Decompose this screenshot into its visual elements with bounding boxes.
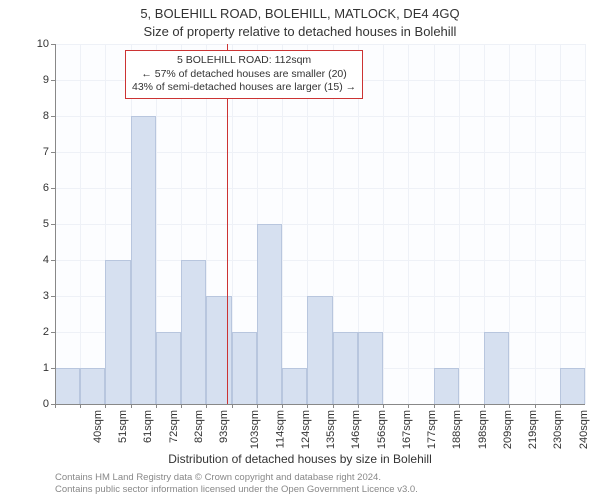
y-tick-label: 10 <box>19 38 49 50</box>
footer-line-2: Contains public sector information licen… <box>55 484 418 496</box>
footer-line-1: Contains HM Land Registry data © Crown c… <box>55 472 418 484</box>
y-tick-label: 2 <box>19 326 49 338</box>
x-tick-label: 61sqm <box>143 410 155 443</box>
histogram-bar <box>434 368 459 404</box>
histogram-bar <box>105 260 130 404</box>
gridline-v <box>80 44 81 404</box>
y-tick-label: 7 <box>19 146 49 158</box>
gridline-v <box>408 44 409 404</box>
gridline-v <box>434 44 435 404</box>
annotation-line: ← 57% of detached houses are smaller (20… <box>132 68 356 82</box>
gridline-v <box>509 44 510 404</box>
y-tick-label: 5 <box>19 218 49 230</box>
y-tick-label: 8 <box>19 110 49 122</box>
x-tick-label: 40sqm <box>92 410 104 443</box>
x-tick-label: 82sqm <box>193 410 205 443</box>
x-axis-title: Distribution of detached houses by size … <box>0 452 600 466</box>
histogram-bar <box>333 332 358 404</box>
x-tick-label: 240sqm <box>578 410 590 449</box>
x-tick-label: 219sqm <box>527 410 539 449</box>
y-tick-label: 6 <box>19 182 49 194</box>
x-tick-label: 135sqm <box>325 410 337 449</box>
histogram-bar <box>560 368 585 404</box>
x-tick-label: 198sqm <box>477 410 489 449</box>
histogram-bar <box>257 224 282 404</box>
plot-area: 01234567891040sqm51sqm61sqm72sqm82sqm93s… <box>55 44 585 404</box>
histogram-bar <box>232 332 257 404</box>
x-tick-label: 230sqm <box>552 410 564 449</box>
gridline-v <box>459 44 460 404</box>
y-tick-label: 3 <box>19 290 49 302</box>
x-tick-label: 188sqm <box>451 410 463 449</box>
histogram-bar <box>358 332 383 404</box>
chart-title-sub: Size of property relative to detached ho… <box>0 24 600 39</box>
annotation-line: 43% of semi-detached houses are larger (… <box>132 81 356 95</box>
gridline-v <box>560 44 561 404</box>
x-tick-label: 72sqm <box>168 410 180 443</box>
annotation-line: 5 BOLEHILL ROAD: 112sqm <box>132 54 356 68</box>
histogram-bar <box>484 332 509 404</box>
histogram-bar <box>131 116 156 404</box>
x-tick-label: 51sqm <box>117 410 129 443</box>
chart-title-main: 5, BOLEHILL ROAD, BOLEHILL, MATLOCK, DE4… <box>0 6 600 21</box>
x-tick-label: 146sqm <box>351 410 363 449</box>
y-tick-label: 0 <box>19 398 49 410</box>
gridline-v <box>585 44 586 404</box>
x-tick-label: 103sqm <box>250 410 262 449</box>
histogram-bar <box>156 332 181 404</box>
gridline-h <box>55 44 585 45</box>
x-tick-label: 93sqm <box>218 410 230 443</box>
annotation-box: 5 BOLEHILL ROAD: 112sqm← 57% of detached… <box>125 50 363 99</box>
x-tick-label: 209sqm <box>502 410 514 449</box>
x-tick-label: 156sqm <box>376 410 388 449</box>
y-tick-label: 4 <box>19 254 49 266</box>
histogram-bar <box>55 368 80 404</box>
y-axis-line <box>55 44 56 404</box>
x-tick-label: 177sqm <box>426 410 438 449</box>
histogram-bar <box>80 368 105 404</box>
y-tick-label: 1 <box>19 362 49 374</box>
x-tick-label: 124sqm <box>300 410 312 449</box>
x-tick-label: 167sqm <box>401 410 413 449</box>
x-tick-label: 114sqm <box>274 410 286 448</box>
gridline-v <box>383 44 384 404</box>
gridline-v <box>535 44 536 404</box>
histogram-bar <box>282 368 307 404</box>
footer-attribution: Contains HM Land Registry data © Crown c… <box>55 472 418 496</box>
histogram-bar <box>181 260 206 404</box>
y-tick-label: 9 <box>19 74 49 86</box>
histogram-bar <box>307 296 332 404</box>
x-axis-line <box>55 404 585 405</box>
